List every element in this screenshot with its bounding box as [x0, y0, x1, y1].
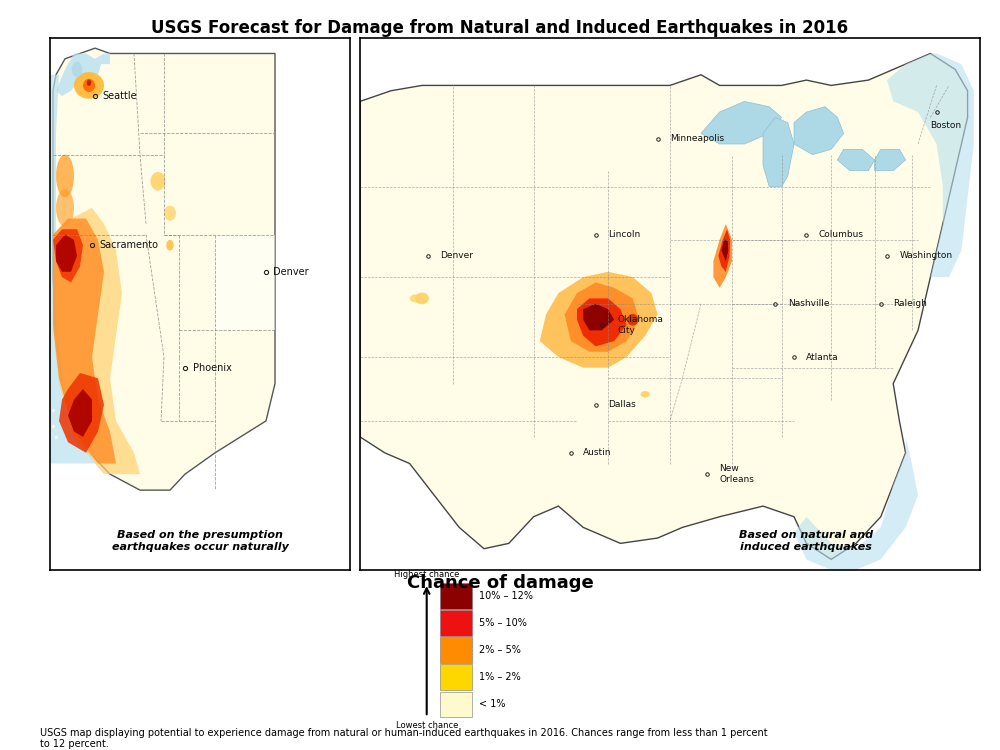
Text: Chance of damage: Chance of damage [407, 574, 593, 592]
Polygon shape [794, 436, 918, 570]
Text: Lincoln: Lincoln [608, 230, 640, 239]
Ellipse shape [627, 314, 638, 326]
Ellipse shape [72, 62, 82, 77]
Text: USGS map displaying potential to experience damage from natural or human-induced: USGS map displaying potential to experie… [40, 728, 768, 749]
Text: Highest chance: Highest chance [394, 570, 459, 579]
Polygon shape [540, 272, 658, 368]
Text: Austin: Austin [583, 448, 612, 458]
Ellipse shape [415, 292, 429, 304]
Text: Oklahoma
City: Oklahoma City [617, 315, 663, 334]
Text: New
Orleans: New Orleans [720, 464, 754, 484]
Polygon shape [763, 118, 794, 187]
Ellipse shape [56, 154, 74, 197]
Polygon shape [875, 149, 906, 171]
Text: 5% – 10%: 5% – 10% [479, 618, 527, 628]
Text: Nashville: Nashville [788, 299, 829, 308]
Text: Atlanta: Atlanta [806, 352, 839, 362]
Text: Boston: Boston [930, 121, 962, 130]
Polygon shape [53, 48, 275, 491]
Text: Lowest chance: Lowest chance [396, 722, 458, 730]
Text: < 1%: < 1% [479, 699, 505, 709]
Ellipse shape [166, 240, 174, 250]
Polygon shape [53, 230, 83, 283]
Ellipse shape [56, 189, 74, 226]
Text: 1% – 2%: 1% – 2% [479, 672, 521, 682]
Polygon shape [713, 224, 732, 288]
Text: Washington: Washington [899, 251, 953, 260]
Text: Seattle: Seattle [103, 91, 137, 101]
Ellipse shape [87, 80, 91, 86]
Text: Denver: Denver [441, 251, 474, 260]
Ellipse shape [150, 172, 166, 190]
Polygon shape [215, 235, 275, 330]
Polygon shape [59, 373, 104, 453]
Polygon shape [56, 235, 77, 272]
Polygon shape [44, 75, 104, 474]
Text: Based on the presumption
earthquakes occur naturally: Based on the presumption earthquakes occ… [112, 530, 288, 551]
Text: 10% – 12%: 10% – 12% [479, 591, 533, 601]
Ellipse shape [410, 295, 422, 302]
Polygon shape [53, 208, 140, 474]
Ellipse shape [83, 79, 95, 92]
Bar [440, 638, 472, 663]
Bar [440, 692, 472, 717]
Text: Sacramento: Sacramento [100, 240, 158, 250]
Text: Phoenix: Phoenix [192, 363, 231, 373]
Polygon shape [837, 149, 875, 171]
Polygon shape [887, 53, 974, 278]
Text: Dallas: Dallas [608, 400, 636, 410]
Polygon shape [701, 101, 782, 144]
Text: 2% – 5%: 2% – 5% [479, 645, 521, 656]
Text: Denver: Denver [274, 267, 309, 277]
Polygon shape [718, 230, 730, 272]
Text: Columbus: Columbus [819, 230, 864, 239]
Text: USGS Forecast for Damage from Natural and Induced Earthquakes in 2016: USGS Forecast for Damage from Natural an… [151, 19, 849, 37]
Text: Raleigh: Raleigh [893, 299, 927, 308]
Bar [440, 664, 472, 690]
Bar [440, 610, 472, 636]
Bar [440, 584, 472, 609]
Polygon shape [360, 53, 968, 560]
Polygon shape [794, 106, 844, 154]
Polygon shape [68, 389, 92, 436]
Ellipse shape [641, 391, 650, 398]
Polygon shape [583, 304, 614, 330]
Polygon shape [53, 218, 116, 464]
Ellipse shape [74, 72, 104, 99]
Polygon shape [577, 298, 627, 346]
Polygon shape [565, 283, 639, 352]
Ellipse shape [164, 206, 176, 220]
Polygon shape [56, 53, 110, 96]
Text: Minneapolis: Minneapolis [670, 134, 724, 143]
Text: Based on natural and
induced earthquakes: Based on natural and induced earthquakes [739, 530, 873, 551]
Polygon shape [721, 240, 728, 261]
